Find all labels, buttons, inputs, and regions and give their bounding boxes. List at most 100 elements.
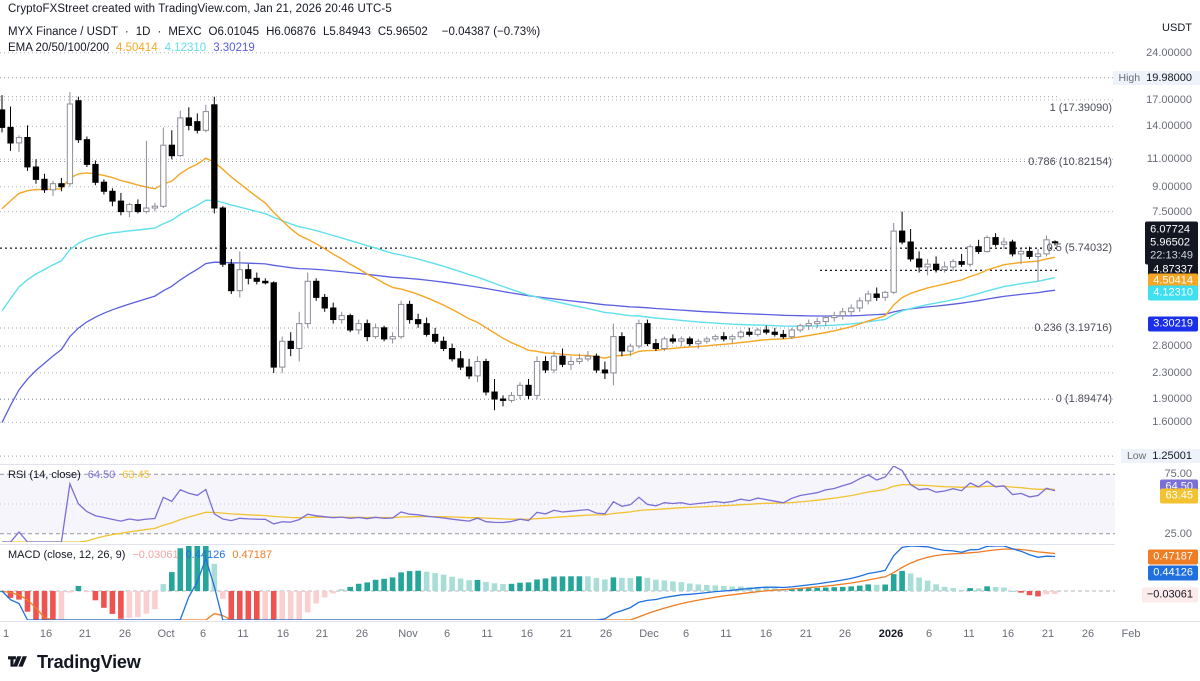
legend-symbol[interactable]: MYX Finance / USDT <box>8 26 118 38</box>
macd-pane[interactable] <box>0 546 1115 620</box>
macd-title[interactable]: MACD (close, 12, 26, 9) <box>8 549 126 561</box>
candle <box>754 327 761 337</box>
price-tick: High 19.98000 <box>1112 70 1200 85</box>
candle <box>499 395 507 407</box>
macd-hist-bar <box>602 579 608 591</box>
macd-hist-bar <box>627 578 634 591</box>
candle <box>364 319 371 342</box>
candle <box>618 332 626 357</box>
candle <box>134 199 141 214</box>
candle <box>126 202 133 218</box>
price-tick-marker-word: Low <box>1126 450 1147 463</box>
candle <box>262 278 269 285</box>
candle <box>491 379 498 411</box>
candle <box>32 159 40 184</box>
candle <box>347 313 354 333</box>
candle <box>100 179 108 195</box>
macd-hist-bar <box>822 587 829 591</box>
candle <box>448 343 456 362</box>
macd-hist-bar <box>882 584 888 591</box>
time-axis-label: 21 <box>559 628 573 640</box>
macd-hist-bar <box>449 576 455 591</box>
macd-hist-bar <box>135 591 141 618</box>
price-tick: 1.60000 <box>1152 416 1192 428</box>
macd-hist-bar <box>160 584 167 591</box>
macd-hist-bar <box>848 586 854 591</box>
macd-hist-bar <box>41 591 48 620</box>
macd-chart-canvas[interactable] <box>0 546 1115 620</box>
rsi-title[interactable]: RSI (14, close) <box>8 469 81 481</box>
candle <box>15 135 23 152</box>
candle <box>440 336 447 351</box>
macd-hist-bar <box>593 577 600 591</box>
macd-hist-bar <box>50 591 56 620</box>
macd-hist-bar <box>763 587 770 591</box>
macd-hist-bar <box>941 586 948 591</box>
macd-hist-bar <box>304 591 311 613</box>
price-tick: 14.00000 <box>1146 120 1192 132</box>
price-tick-label: 2.30000 <box>1152 366 1192 379</box>
rsi-ma-value: 63.45 <box>122 469 150 481</box>
price-tick-label: 14.00000 <box>1146 120 1192 133</box>
candle <box>831 311 838 322</box>
candle <box>805 319 812 330</box>
macd-hist-bar <box>440 574 447 591</box>
candle <box>703 336 711 344</box>
macd-signal-pill: 0.47187 <box>1148 549 1198 565</box>
rsi-tick: 75.00 <box>1164 468 1192 481</box>
candle <box>253 272 260 285</box>
candle <box>627 343 634 357</box>
candle <box>550 351 558 373</box>
legend-open: O6.01045 <box>208 26 260 38</box>
macd-hist-bar <box>661 580 668 591</box>
macd-hist-bar <box>24 591 31 612</box>
macd-hist-bar <box>619 577 625 591</box>
macd-hist-bar <box>797 588 803 591</box>
time-axis-label: 21 <box>1041 628 1055 640</box>
macd-signal-value: 0.47187 <box>232 549 273 561</box>
candle <box>372 323 379 339</box>
macd-hist-bar <box>254 591 260 620</box>
macd-hist-bar <box>109 591 116 614</box>
macd-hist-bar <box>415 570 421 591</box>
price-tick-label: 9.00000 <box>1152 180 1192 193</box>
rsi-ma-pill: 63.45 <box>1160 488 1198 504</box>
macd-hist-bar <box>755 587 761 591</box>
candle <box>882 290 889 301</box>
rsi-pane[interactable] <box>0 466 1115 542</box>
candle <box>966 244 974 267</box>
candle <box>771 327 778 337</box>
price-tick-label: 1.90000 <box>1152 392 1192 405</box>
candle <box>737 330 745 339</box>
macd-hist-bar <box>491 583 498 591</box>
macd-hist-bar <box>84 591 90 593</box>
rsi-chart-canvas[interactable] <box>0 466 1115 542</box>
macd-hist-bar <box>118 591 124 619</box>
macd-hist-bar <box>92 591 99 601</box>
macd-hist-bar <box>687 583 693 591</box>
macd-hist-bar <box>899 570 905 591</box>
candle <box>797 323 804 333</box>
legend-ema-label[interactable]: EMA 20/50/100/200 <box>8 42 110 54</box>
price-chart-canvas[interactable] <box>0 44 1115 464</box>
candle <box>58 177 65 192</box>
macd-hist-bar <box>194 546 201 591</box>
candle <box>1000 237 1008 249</box>
legend-interval[interactable]: 1D <box>135 26 151 38</box>
candle <box>559 348 566 368</box>
macd-value-pill: 0.44126 <box>1148 565 1198 581</box>
macd-hist-bar <box>228 591 235 620</box>
legend-ema-row: EMA 20/50/100/200 4.50414 4.12310 3.30219 <box>8 40 540 56</box>
price-scale-title: USDT <box>1162 22 1192 34</box>
candle <box>338 311 345 324</box>
time-axis-label: 1 <box>2 628 10 640</box>
last-price-pill: 6.07724 5.96502 22:13:49 <box>1145 221 1198 265</box>
candle <box>457 351 464 370</box>
price-scale[interactable]: USDT 24.00000 17.00000 14.00000 11.00000 9.0… <box>1112 0 1200 620</box>
macd-hist-bar <box>220 591 226 599</box>
time-scale[interactable]: 1 16 21 26 Oct 6 11 16 21 26 Nov 6 11 16 21 26 Dec 6 11 16 2… <box>0 621 1200 649</box>
price-pane[interactable] <box>0 44 1115 464</box>
time-axis-label: 16 <box>276 628 290 640</box>
footer-brand[interactable]: TradingView <box>8 652 141 673</box>
candle <box>245 264 252 285</box>
